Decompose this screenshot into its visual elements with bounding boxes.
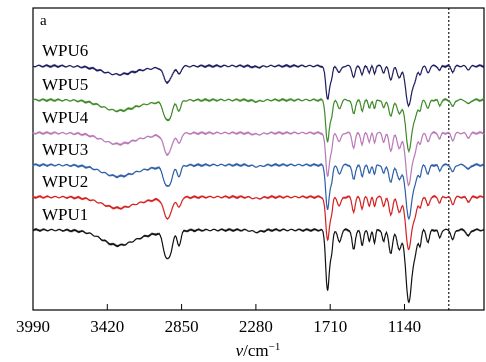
x-tick-label: 1140: [388, 317, 421, 336]
series-line-wpu6: [32, 63, 485, 108]
x-tick-label: 3990: [16, 317, 50, 336]
series-labels: WPU6 WPU5 WPU4 WPU3 WPU2 WPU1: [42, 41, 89, 224]
series-label-wpu3: WPU3: [42, 140, 88, 159]
spectra-traces: [32, 63, 485, 304]
series-label-wpu5: WPU5: [42, 75, 88, 94]
series-line-wpu5: [32, 97, 485, 154]
series-label-wpu4: WPU4: [42, 108, 89, 127]
series-line-wpu1: [32, 227, 484, 304]
x-tick-label: 3420: [90, 317, 124, 336]
x-tick-label: 1710: [313, 317, 347, 336]
series-label-wpu2: WPU2: [42, 172, 88, 191]
series-label-wpu6: WPU6: [42, 41, 88, 60]
panel-label: a: [40, 13, 47, 29]
x-tick-label: 2850: [165, 317, 199, 336]
series-line-wpu3: [32, 162, 485, 221]
x-axis-ticks: 3990 3420 2850 2280 1710 1140: [16, 304, 421, 336]
x-tick-label: 2280: [239, 317, 273, 336]
series-line-wpu2: [32, 194, 485, 251]
x-axis-title: ν/cm−1: [236, 341, 281, 360]
plot-frame: [32, 7, 485, 311]
series-line-wpu4: [32, 130, 485, 187]
series-label-wpu1: WPU1: [42, 205, 88, 224]
